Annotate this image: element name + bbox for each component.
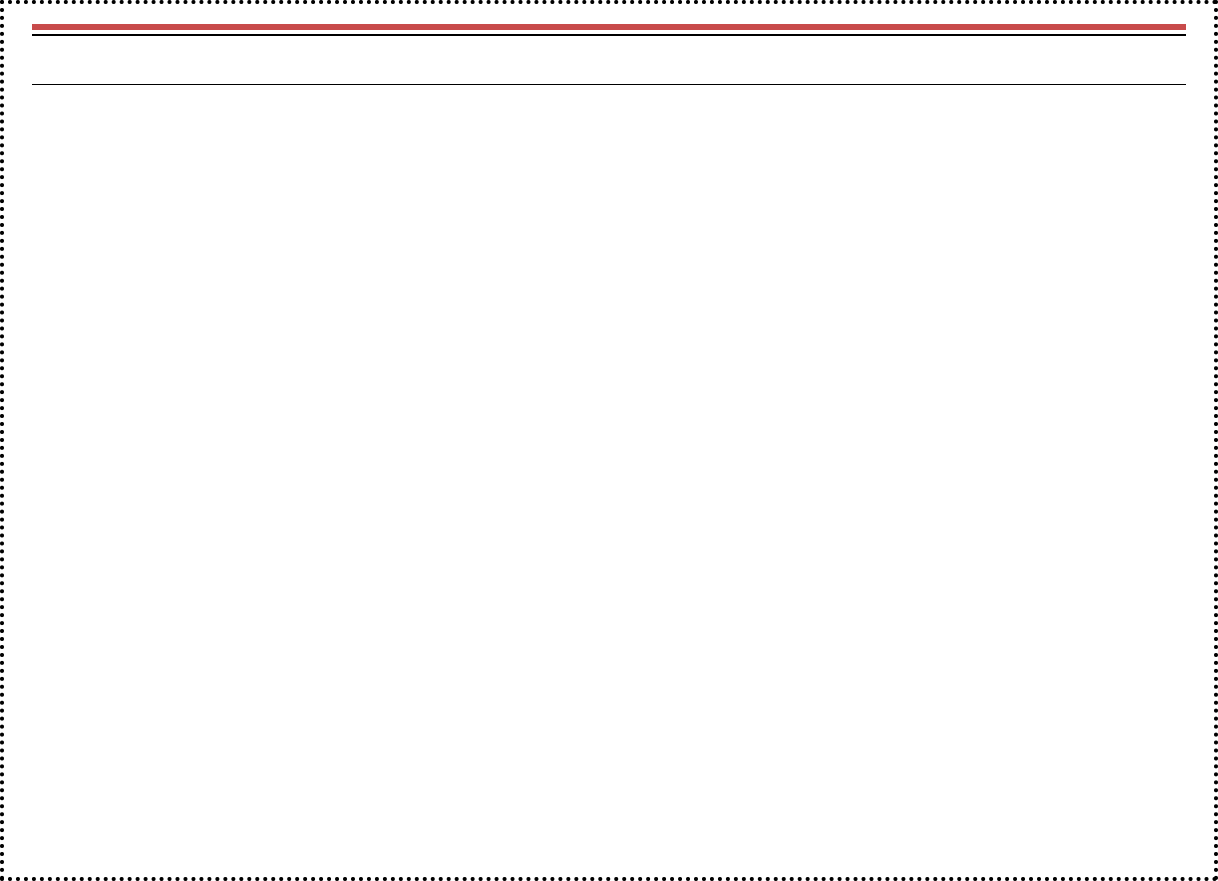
- standings-table: [32, 48, 1186, 85]
- title-underline: [32, 34, 1186, 36]
- table-title: [32, 24, 1186, 30]
- relegation-divider: [32, 84, 1186, 85]
- header-row: [32, 48, 1186, 78]
- standings-table-container: [0, 0, 1218, 881]
